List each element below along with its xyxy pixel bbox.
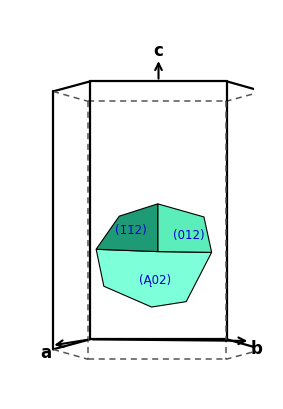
Text: a: a — [40, 344, 51, 362]
Polygon shape — [158, 204, 212, 252]
Text: (Ą02): (Ą02) — [139, 274, 171, 288]
Text: c: c — [154, 42, 164, 60]
Polygon shape — [96, 204, 158, 252]
Text: (1̄1̄2): (1̄1̄2) — [115, 224, 147, 237]
Text: b: b — [250, 339, 262, 357]
Text: (012): (012) — [173, 229, 205, 242]
Polygon shape — [96, 249, 212, 307]
